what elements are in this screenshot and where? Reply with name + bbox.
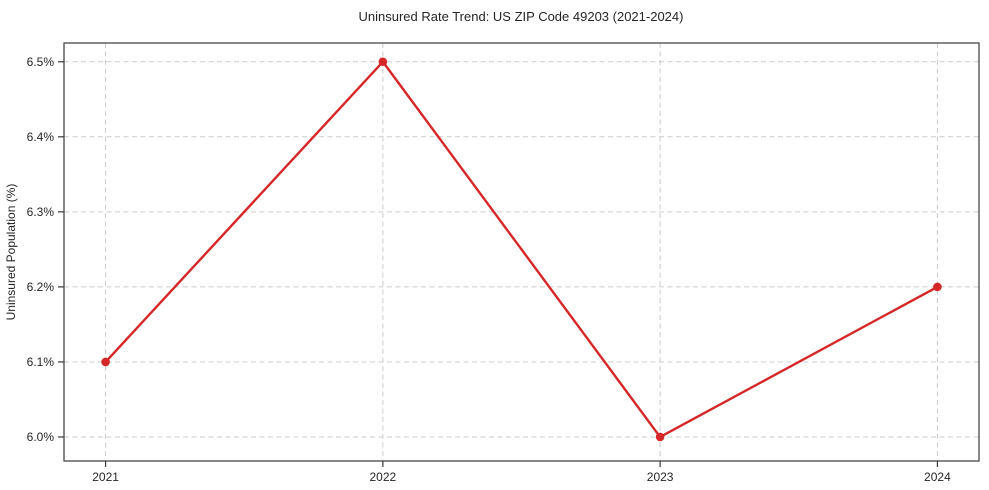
y-tick-label: 6.2% bbox=[27, 280, 55, 294]
x-tick-label: 2022 bbox=[370, 470, 397, 484]
y-axis-label: Uninsured Population (%) bbox=[4, 184, 18, 321]
x-tick-label: 2021 bbox=[92, 470, 119, 484]
y-tick-label: 6.3% bbox=[27, 205, 55, 219]
data-point-marker bbox=[655, 432, 665, 442]
data-point-marker bbox=[933, 282, 942, 292]
data-point-marker bbox=[378, 57, 388, 67]
y-tick-label: 6.4% bbox=[27, 130, 55, 144]
data-point-marker bbox=[101, 357, 110, 367]
series-layer bbox=[101, 57, 942, 442]
y-tick-label: 6.5% bbox=[27, 55, 55, 69]
series-line bbox=[104, 60, 939, 439]
axis-layer: 6.0% 6.1% 6.2% 6.3% 6.4% 6.5% 2021 2022 2023 2024 bbox=[27, 42, 980, 484]
y-tick-label: 6.0% bbox=[27, 430, 55, 444]
grid-layer bbox=[64, 43, 979, 461]
x-tick-label: 2023 bbox=[647, 470, 674, 484]
plot-border bbox=[63, 42, 980, 462]
y-tick-label: 6.1% bbox=[27, 355, 55, 369]
chart-title: Uninsured Rate Trend: US ZIP Code 49203 … bbox=[359, 9, 684, 24]
x-tick-label: 2024 bbox=[924, 470, 951, 484]
